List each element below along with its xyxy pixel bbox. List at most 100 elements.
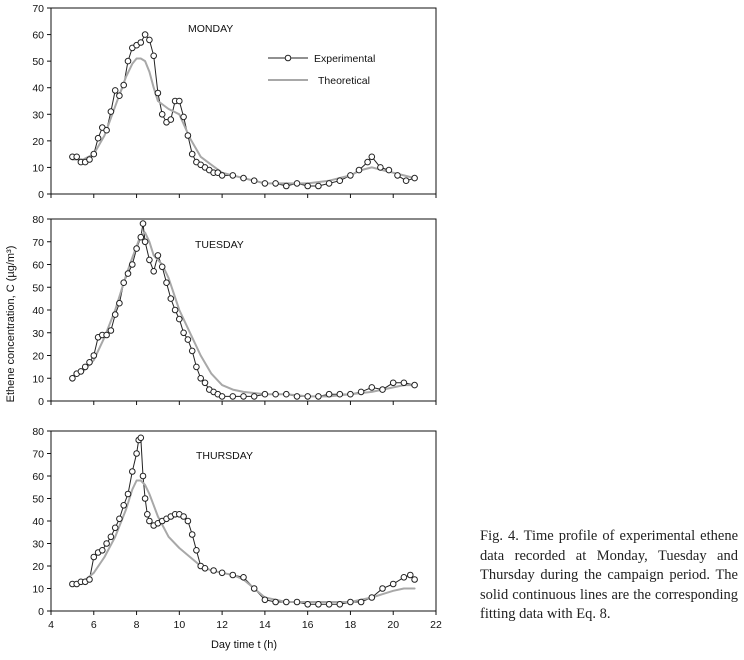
legend-experimental-label: Experimental <box>314 53 375 65</box>
data-point <box>283 390 290 398</box>
data-point <box>124 57 132 65</box>
data-point <box>167 116 175 123</box>
legend-theoretical-label: Theoretical <box>318 75 370 87</box>
x-tick-label: 12 <box>216 619 228 631</box>
data-point <box>283 182 290 190</box>
data-point <box>364 158 371 166</box>
data-point <box>325 601 333 608</box>
data-point <box>368 384 376 391</box>
data-point <box>240 174 247 182</box>
data-point <box>336 601 344 608</box>
y-tick-label: 0 <box>38 606 44 618</box>
data-point <box>357 388 365 396</box>
panel-title: MONDAY <box>188 23 233 35</box>
y-tick-label: 40 <box>32 83 44 95</box>
data-point <box>261 596 269 604</box>
data-point <box>389 580 397 588</box>
data-point <box>379 386 386 393</box>
panel-thursday: 0 10 20 30 40 50 60 70 80 4 6 8 10 12 14 16 18 20 22 THURSD… <box>32 426 442 631</box>
y-tick-label: 20 <box>32 351 44 363</box>
panel-title: TUESDAY <box>195 239 244 251</box>
data-point <box>107 108 115 115</box>
data-point <box>103 540 110 547</box>
data-point <box>150 268 157 275</box>
data-point <box>272 598 279 606</box>
data-point <box>137 233 145 241</box>
data-point <box>368 153 376 161</box>
y-tick-label: 30 <box>32 539 44 551</box>
data-point <box>315 601 322 608</box>
x-tick-label: 6 <box>91 619 97 631</box>
data-point <box>325 390 333 398</box>
y-tick-label: 40 <box>32 516 44 528</box>
data-point <box>116 299 123 307</box>
data-point <box>293 598 301 606</box>
data-point <box>107 327 115 334</box>
x-tick-label: 20 <box>387 619 399 631</box>
data-point <box>167 295 175 302</box>
x-tick-label: 18 <box>345 619 357 631</box>
plot-frame <box>50 7 437 195</box>
x-tick-label: 4 <box>48 619 54 631</box>
data-point <box>180 113 187 121</box>
data-point <box>90 150 98 158</box>
data-point <box>150 52 157 60</box>
data-point <box>171 306 179 314</box>
data-point <box>111 311 119 318</box>
chart-panels: 0 10 20 30 40 50 60 70 MONDAY Experimental Theoret… <box>32 3 442 631</box>
data-point <box>389 379 397 387</box>
data-point <box>86 156 93 163</box>
data-point <box>133 450 140 457</box>
data-point <box>146 517 153 525</box>
data-point <box>240 574 247 581</box>
data-point <box>400 574 408 581</box>
data-point <box>379 585 386 592</box>
y-tick-label: 70 <box>32 237 44 249</box>
y-tick-label: 50 <box>32 282 44 294</box>
data-point <box>304 393 312 400</box>
data-point <box>385 166 393 174</box>
data-point <box>336 177 344 184</box>
data-point <box>158 111 166 118</box>
data-point <box>141 238 149 246</box>
data-point <box>129 468 136 475</box>
data-point <box>176 97 183 105</box>
x-tick-label: 8 <box>134 619 140 631</box>
data-point <box>107 533 115 541</box>
x-tick-label: 10 <box>173 619 185 631</box>
data-point <box>137 434 145 442</box>
data-point <box>377 164 384 171</box>
data-point <box>336 390 344 398</box>
data-point <box>188 150 196 158</box>
data-point <box>193 363 200 371</box>
data-point <box>218 393 226 400</box>
data-point <box>240 393 247 400</box>
data-point <box>163 279 170 287</box>
data-point <box>144 511 151 518</box>
data-point <box>197 375 204 382</box>
data-point <box>129 261 136 268</box>
y-tick-label: 60 <box>32 30 44 42</box>
data-point <box>158 263 166 271</box>
x-tick-label: 22 <box>430 619 442 631</box>
data-point <box>229 172 237 179</box>
data-point <box>325 180 333 187</box>
data-point <box>180 513 187 520</box>
data-point <box>218 569 226 577</box>
y-tick-label: 70 <box>32 449 44 461</box>
data-point <box>154 89 162 97</box>
y-tick-label: 30 <box>32 328 44 340</box>
data-point <box>120 81 127 89</box>
y-tick-label: 60 <box>32 471 44 483</box>
data-point <box>250 177 258 184</box>
data-point <box>73 153 80 161</box>
y-tick-label: 20 <box>32 136 44 148</box>
data-point <box>347 172 354 179</box>
data-point <box>218 172 226 179</box>
data-point <box>400 379 408 387</box>
data-point <box>229 571 237 579</box>
data-point <box>120 279 127 287</box>
panel-title: THURSDAY <box>196 450 253 462</box>
panel-tuesday: 0 10 20 30 40 50 60 70 80 TUESDAY <box>32 214 437 408</box>
